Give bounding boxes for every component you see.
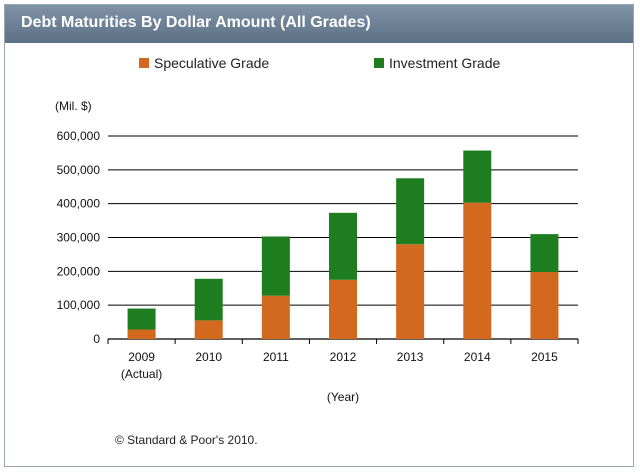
- chart-title-bar: Debt Maturities By Dollar Amount (All Gr…: [5, 5, 633, 43]
- bars: [127, 150, 559, 339]
- bar-speculative-2015: [530, 272, 559, 339]
- bar-investment-2012: [329, 212, 357, 280]
- bar-investment-2011: [261, 236, 290, 296]
- y-tick-label: 200,000: [57, 264, 101, 278]
- y-tick-label: 300,000: [57, 231, 101, 245]
- x-tick-label-2012: 2012: [330, 350, 357, 364]
- x-tick-sublabel: (Actual): [121, 367, 162, 381]
- bar-investment-2015: [530, 234, 559, 273]
- x-tick-label-2011: 2011: [263, 350, 289, 364]
- bar-speculative-2011: [261, 295, 290, 339]
- x-tick-label-2010: 2010: [195, 350, 222, 364]
- y-tick-label: 100,000: [57, 298, 101, 312]
- bar-investment-2013: [396, 178, 425, 245]
- x-tick-label-2014: 2014: [464, 350, 491, 364]
- x-tick-labels: 2009 (Actual) 2010 2011 2012 2013 2014 2015: [121, 350, 558, 381]
- legend-label-speculative: Speculative Grade: [154, 55, 269, 71]
- bar-speculative-2012: [329, 279, 357, 339]
- y-axis-label: (Mil. $): [55, 99, 92, 113]
- bar-speculative-2013: [396, 244, 425, 339]
- bar-speculative-2009: [127, 329, 156, 339]
- copyright-footer: © Standard & Poor's 2010.: [115, 433, 258, 447]
- y-tick-labels: 0 100,000 200,000 300,000 400,000 500,000 600,…: [57, 129, 101, 346]
- legend-label-investment: Investment Grade: [389, 55, 500, 71]
- x-axis-label: (Year): [327, 390, 359, 404]
- chart-panel: Debt Maturities By Dollar Amount (All Gr…: [4, 4, 634, 467]
- bar-speculative-2010: [194, 320, 223, 339]
- y-tick-label: 400,000: [57, 197, 101, 211]
- y-tick-label: 500,000: [57, 163, 101, 177]
- bar-investment-2010: [194, 278, 223, 321]
- y-tick-label: 600,000: [57, 129, 101, 143]
- x-tick-label-2015: 2015: [531, 350, 558, 364]
- chart-title: Debt Maturities By Dollar Amount (All Gr…: [21, 14, 371, 31]
- x-tick-label-2009: 2009: [128, 350, 155, 364]
- bar-investment-2009: [127, 308, 156, 330]
- bar-speculative-2014: [463, 202, 492, 339]
- legend-swatch-investment: [374, 58, 384, 68]
- y-tick-label: 0: [93, 332, 100, 346]
- legend-swatch-speculative: [139, 58, 149, 68]
- bar-investment-2014: [463, 150, 492, 203]
- x-tick-label-2013: 2013: [397, 350, 424, 364]
